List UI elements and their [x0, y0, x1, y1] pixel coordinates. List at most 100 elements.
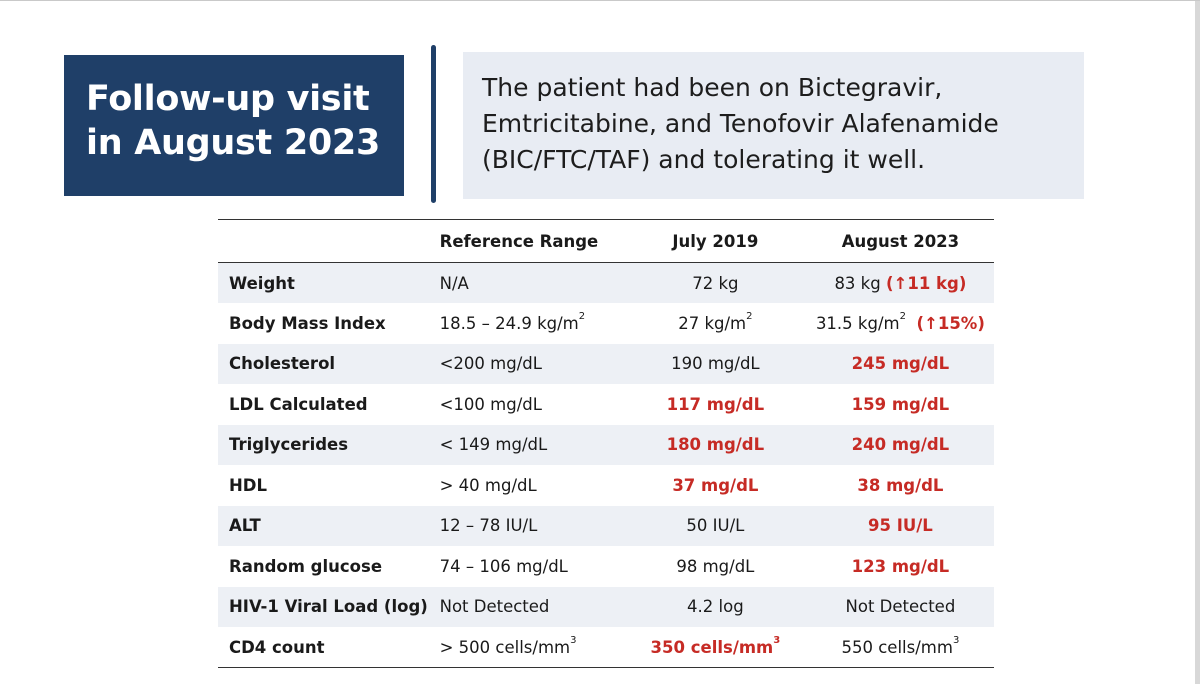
unit-superscript: 2	[746, 311, 753, 323]
august-2023-cell: 95 IU/L	[807, 506, 994, 547]
july-2019-text: 180 mg/dL	[666, 435, 765, 455]
table-row: CD4 count > 500 cells/mm3 350 cells/mm3 550…	[218, 627, 994, 668]
change-indicator: (↑15%)	[916, 313, 985, 333]
vertical-divider	[431, 45, 436, 203]
august-2023-text: 95 IU/L	[868, 516, 933, 536]
window-edge	[1195, 1, 1200, 684]
patient-description: The patient had been on Bictegravir, Emt…	[482, 73, 999, 174]
reference-range: <200 mg/dL	[439, 354, 542, 374]
header-test	[218, 219, 437, 263]
reference-range-cell: > 500 cells/mm3	[436, 627, 624, 668]
august-2023-text: 83 kg	[834, 273, 881, 293]
reference-range-cell: 74 – 106 mg/dL	[437, 546, 624, 587]
july-2019-text: 50 IU/L	[686, 516, 745, 536]
july-2019-text: 350 cells/mm	[650, 637, 774, 657]
table-row: Random glucose 74 – 106 mg/dL 98 mg/dL 123 …	[218, 546, 994, 587]
august-2023-cell: 123 mg/dL	[807, 546, 994, 587]
july-2019-value: 37 mg/dL	[672, 476, 758, 495]
header-august-2023: August 2023	[806, 219, 994, 263]
unit-superscript: 3	[570, 635, 577, 646]
reference-range: N/A	[439, 273, 469, 293]
august-2023-cell: 38 mg/dL	[807, 465, 994, 506]
august-2023-text: 240 mg/dL	[851, 435, 950, 455]
test-name: ALT	[229, 516, 261, 536]
august-2023-cell: 550 cells/mm3	[806, 627, 994, 668]
lab-results-table: Reference Range July 2019 August 2023 We…	[218, 219, 994, 668]
august-2023-value: 159 mg/dL	[852, 395, 950, 414]
test-name-cell: Triglycerides	[218, 425, 437, 466]
august-2023-cell: Not Detected	[807, 587, 994, 628]
test-name-cell: Cholesterol	[218, 344, 437, 385]
test-name: LDL Calculated	[229, 394, 368, 414]
unit-superscript: 2	[578, 311, 586, 323]
august-2023-value: 95 IU/L	[868, 516, 933, 535]
july-2019-text: 4.2 log	[687, 597, 744, 617]
test-name-cell: LDL Calculated	[218, 384, 437, 425]
reference-range-cell: Not Detected	[437, 587, 624, 628]
test-name: Body Mass Index	[229, 313, 386, 333]
table-body: Weight N/A 72 kg 83 kg (↑11 kg) Body Mass In…	[218, 262, 994, 668]
table-row: ALT 12 – 78 IU/L 50 IU/L 95 IU/L	[218, 505, 994, 547]
july-2019-cell: 50 IU/L	[624, 506, 807, 547]
july-2019-value: 98 mg/dL	[676, 557, 754, 576]
august-2023-value: 240 mg/dL	[852, 435, 950, 454]
slide-title: Follow-up visit in August 2023	[86, 79, 381, 163]
august-2023-cell: 159 mg/dL	[807, 384, 994, 425]
reference-range: <100 mg/dL	[439, 394, 542, 414]
test-name: HIV-1 Viral Load (log)	[229, 597, 428, 617]
august-2023-text: 159 mg/dL	[851, 394, 950, 414]
august-2023-text: 123 mg/dL	[851, 556, 950, 576]
july-2019-text: 117 mg/dL	[666, 394, 765, 414]
reference-range: < 149 mg/dL	[439, 435, 548, 455]
august-2023-cell: 83 kg (↑11 kg)	[807, 263, 994, 304]
july-2019-cell: 98 mg/dL	[624, 546, 807, 587]
august-2023-value: 83 kg	[834, 274, 880, 293]
reference-range-cell: 18.5 – 24.9 kg/m2	[437, 303, 624, 344]
test-name: Triglycerides	[229, 435, 349, 455]
reference-range-cell: <200 mg/dL	[437, 344, 624, 385]
test-name-cell: HIV-1 Viral Load (log)	[218, 587, 437, 628]
july-2019-value: 350 cells/mm3	[650, 635, 781, 657]
august-2023-value: Not Detected	[846, 597, 956, 616]
august-2023-cell: 240 mg/dL	[807, 425, 994, 466]
july-2019-cell: 117 mg/dL	[624, 384, 807, 425]
test-name: CD4 count	[229, 637, 325, 657]
reference-range-cell: < 149 mg/dL	[437, 425, 624, 466]
reference-range: 18.5 – 24.9 kg/m	[439, 313, 579, 333]
july-2019-value: 72 kg	[692, 274, 738, 293]
table-row: Weight N/A 72 kg 83 kg (↑11 kg)	[218, 262, 994, 304]
reference-range: 74 – 106 mg/dL	[439, 556, 568, 576]
unit-superscript: 2	[899, 311, 906, 323]
test-name: Cholesterol	[229, 354, 336, 374]
reference-range: > 40 mg/dL	[439, 475, 537, 495]
july-2019-value: 27 kg/m2	[678, 311, 753, 333]
august-2023-text: 31.5 kg/m	[815, 313, 900, 333]
test-name-cell: Random glucose	[218, 546, 437, 587]
july-2019-cell: 190 mg/dL	[624, 344, 807, 385]
july-2019-text: 37 mg/dL	[672, 475, 759, 495]
table-row: Body Mass Index 18.5 – 24.9 kg/m2 27 kg/m2…	[218, 303, 994, 344]
august-2023-text: 245 mg/dL	[851, 354, 950, 374]
unit-superscript: 3	[773, 635, 781, 646]
august-2023-text: 38 mg/dL	[857, 475, 944, 495]
july-2019-cell: 180 mg/dL	[624, 425, 807, 466]
july-2019-cell: 4.2 log	[624, 587, 807, 628]
reference-range: > 500 cells/mm	[439, 637, 571, 657]
reference-range: Not Detected	[439, 597, 550, 617]
july-2019-cell: 27 kg/m2	[624, 303, 807, 344]
table-row: Cholesterol <200 mg/dL 190 mg/dL 245 mg/dL	[218, 343, 994, 385]
august-2023-value: 550 cells/mm3	[841, 636, 960, 657]
test-name-cell: HDL	[218, 465, 437, 506]
july-2019-value: 190 mg/dL	[671, 354, 760, 373]
august-2023-text: 550 cells/mm	[841, 637, 953, 657]
august-2023-value: 123 mg/dL	[852, 557, 950, 576]
july-2019-text: 190 mg/dL	[671, 354, 760, 374]
title-box: Follow-up visit in August 2023	[64, 55, 404, 196]
reference-range-cell: <100 mg/dL	[437, 384, 624, 425]
august-2023-text: Not Detected	[845, 597, 956, 617]
reference-range-cell: > 40 mg/dL	[437, 465, 624, 506]
description-box: The patient had been on Bictegravir, Emt…	[463, 52, 1084, 199]
july-2019-cell: 350 cells/mm3	[623, 627, 807, 668]
july-2019-value: 117 mg/dL	[667, 395, 765, 414]
